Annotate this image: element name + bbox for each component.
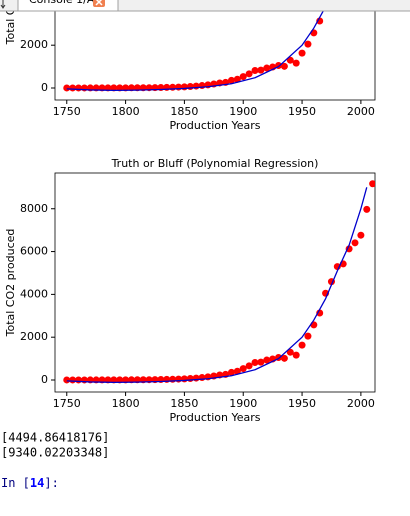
data-point bbox=[245, 70, 253, 78]
x-tick-label: 1900 bbox=[229, 105, 257, 118]
data-point bbox=[122, 84, 130, 92]
plot-marks bbox=[63, 180, 375, 384]
x-tick-label: 2000 bbox=[347, 397, 375, 410]
data-point bbox=[310, 321, 318, 329]
data-point bbox=[63, 84, 71, 92]
console-output: [9340.02203348] bbox=[1, 446, 109, 460]
y-tick-label: 0 bbox=[41, 81, 48, 94]
data-point bbox=[310, 29, 318, 37]
chart-title: Truth or Bluff (Polynomial Regression) bbox=[111, 157, 319, 170]
data-point bbox=[257, 358, 265, 366]
y-tick-label: 2000 bbox=[20, 38, 48, 51]
tab-bar: Console 1/A bbox=[0, 0, 410, 12]
data-point bbox=[286, 56, 294, 64]
regression-line bbox=[66, 0, 330, 92]
data-point bbox=[257, 66, 265, 74]
data-point bbox=[245, 362, 253, 370]
x-tick-label: 1750 bbox=[53, 105, 81, 118]
x-tick-label: 1800 bbox=[112, 397, 140, 410]
x-tick-label: 1900 bbox=[229, 397, 257, 410]
data-point bbox=[116, 84, 124, 92]
data-point bbox=[63, 376, 71, 384]
x-tick-label: 1950 bbox=[288, 105, 316, 118]
x-tick-label: 1750 bbox=[53, 397, 81, 410]
data-point bbox=[263, 64, 271, 72]
data-point bbox=[110, 84, 118, 92]
data-point bbox=[233, 367, 241, 375]
x-tick-label: 1800 bbox=[112, 105, 140, 118]
data-point bbox=[263, 356, 271, 364]
x-axis-label: Production Years bbox=[169, 411, 260, 424]
prompt-post: ]: bbox=[44, 476, 58, 490]
data-point bbox=[239, 365, 247, 373]
y-axis-label: Total CO2 produced bbox=[4, 229, 17, 338]
data-point bbox=[357, 231, 365, 239]
console-output: [4494.86418176] bbox=[1, 431, 109, 445]
y-tick-label: 6000 bbox=[20, 245, 48, 258]
tab-label[interactable]: Console 1/A bbox=[29, 0, 95, 6]
x-tick-label: 1950 bbox=[288, 397, 316, 410]
plot-marks bbox=[63, 0, 330, 92]
data-point bbox=[304, 40, 312, 48]
data-point bbox=[369, 180, 375, 188]
y-tick-label: 0 bbox=[41, 373, 48, 386]
x-tick-label: 1850 bbox=[170, 105, 198, 118]
data-point bbox=[292, 59, 300, 67]
data-point bbox=[233, 75, 241, 83]
data-point bbox=[280, 62, 288, 70]
data-point bbox=[198, 82, 206, 90]
console-tab[interactable] bbox=[17, 0, 119, 12]
chart: Truth or Bluff (Polynomial Regression) Pr… bbox=[4, 157, 376, 424]
data-point bbox=[304, 332, 312, 340]
data-point bbox=[251, 66, 259, 74]
data-point bbox=[351, 239, 359, 247]
x-tick-label: 1850 bbox=[170, 397, 198, 410]
data-point bbox=[363, 205, 371, 213]
data-point bbox=[122, 376, 130, 384]
x-axis-label: Production Years bbox=[169, 119, 260, 132]
data-point bbox=[292, 351, 300, 359]
data-point bbox=[345, 245, 353, 253]
regression-line bbox=[66, 187, 368, 384]
data-point bbox=[227, 76, 235, 84]
y-tick-label: 8000 bbox=[20, 202, 48, 215]
data-point bbox=[286, 348, 294, 356]
data-point bbox=[116, 376, 124, 384]
prompt-pre: In [ bbox=[1, 476, 30, 490]
y-tick-label: 2000 bbox=[20, 330, 48, 343]
data-point bbox=[110, 376, 118, 384]
data-point bbox=[298, 49, 306, 57]
plot-area bbox=[54, 172, 376, 393]
x-tick-label: 2000 bbox=[347, 105, 375, 118]
data-point bbox=[198, 374, 206, 382]
data-point bbox=[298, 341, 306, 349]
data-point bbox=[227, 368, 235, 376]
data-point bbox=[239, 73, 247, 81]
tab-close[interactable] bbox=[93, 0, 105, 7]
y-tick-label: 4000 bbox=[20, 287, 48, 300]
prompt-number: 14 bbox=[30, 476, 44, 490]
data-point bbox=[280, 354, 288, 362]
data-point bbox=[251, 358, 259, 366]
console-prompt: In [14]: bbox=[1, 476, 59, 490]
